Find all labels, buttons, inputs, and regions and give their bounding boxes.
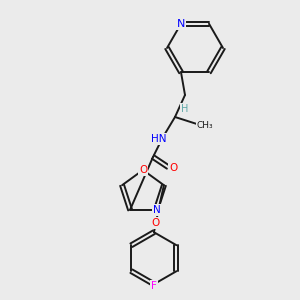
Text: O: O — [169, 163, 177, 173]
Text: O: O — [139, 165, 147, 175]
Text: F: F — [151, 281, 157, 291]
Text: N: N — [177, 19, 185, 29]
Text: O: O — [152, 218, 160, 228]
Text: HN: HN — [151, 134, 167, 144]
Text: CH₃: CH₃ — [197, 121, 213, 130]
Text: N: N — [153, 205, 161, 215]
Text: H: H — [181, 104, 189, 114]
